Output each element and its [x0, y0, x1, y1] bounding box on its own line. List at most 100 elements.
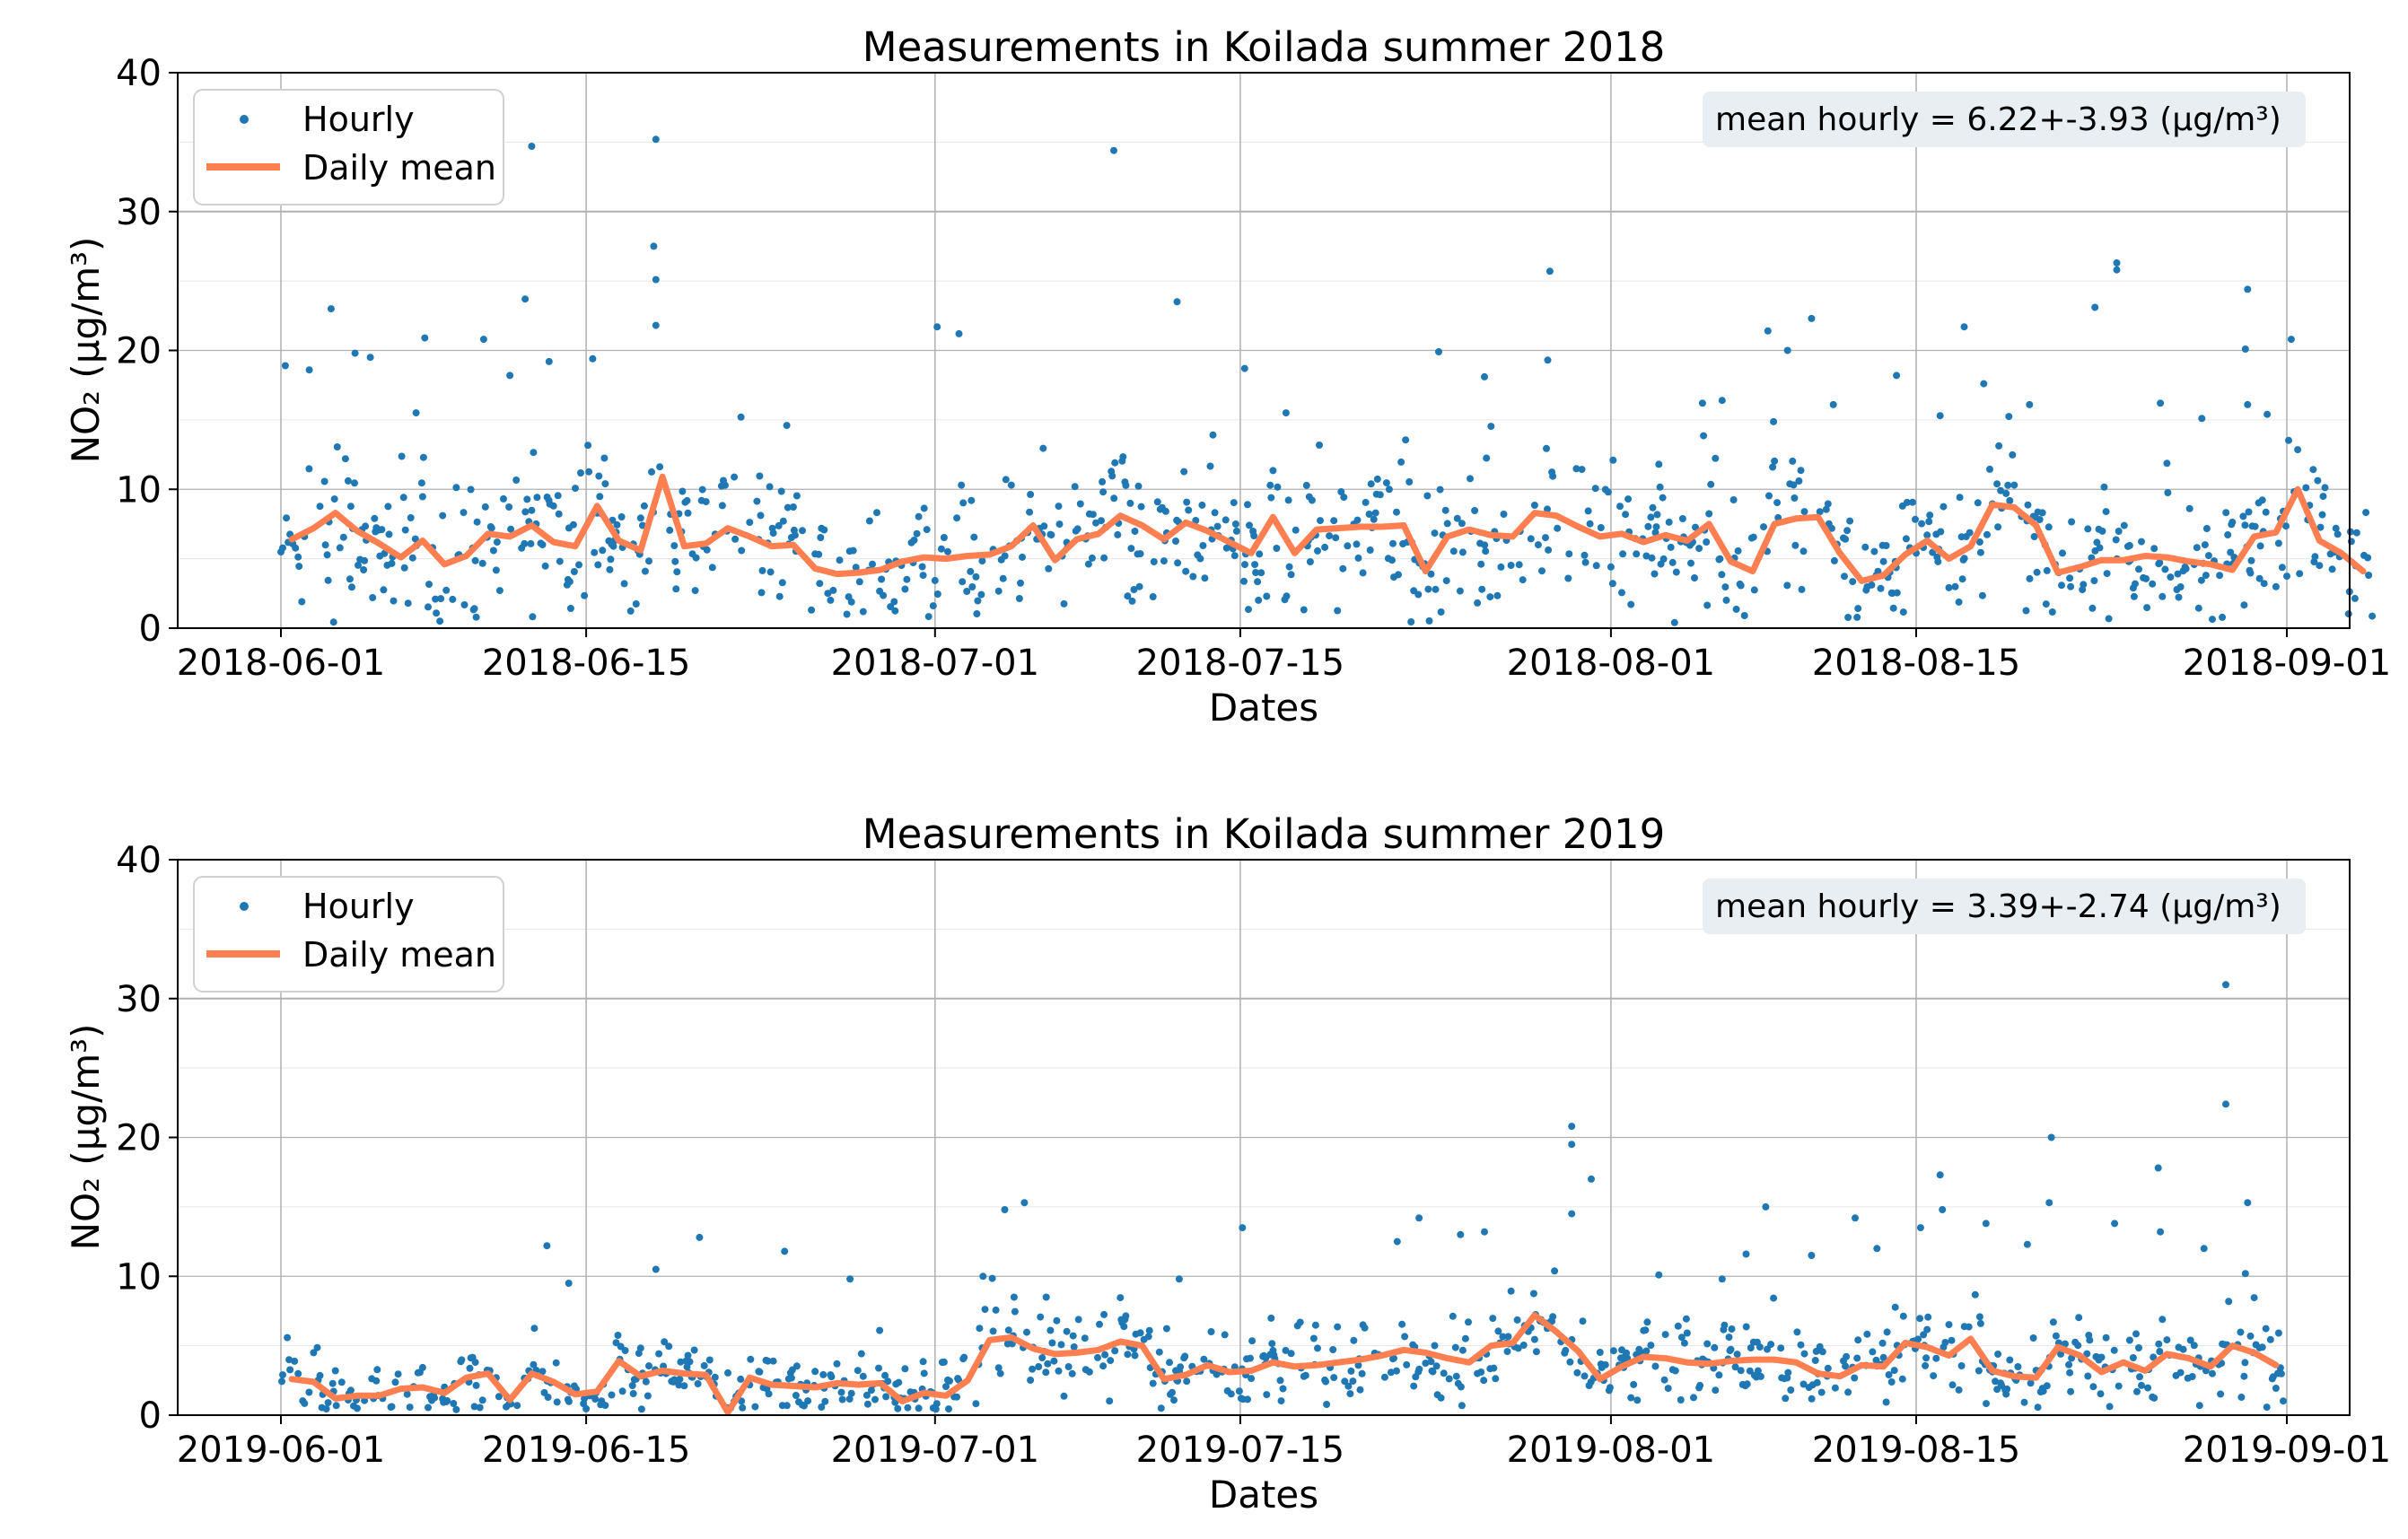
axis-ticks: 0 10 20 30 40 2019-06-01 2019-06-15 2019-07-01 2… [116, 840, 2391, 1471]
hourly-point [1783, 346, 1791, 354]
hourly-point [1110, 146, 1117, 154]
hourly-point [565, 578, 574, 586]
hourly-point [348, 583, 355, 591]
hourly-point [1530, 1335, 1538, 1343]
hourly-point [2263, 1403, 2271, 1412]
hourly-point [1975, 1367, 1983, 1375]
hourly-point [1060, 1392, 1068, 1400]
hourly-point [594, 561, 602, 569]
hourly-point [2093, 538, 2101, 547]
hourly-point [959, 499, 968, 507]
hourly-point [2026, 574, 2034, 582]
hourly-point [577, 469, 584, 477]
hourly-point [787, 1374, 795, 1382]
stat-box: mean hourly = 6.22+-3.93 (μg/m³) [1703, 92, 2306, 147]
hourly-point [953, 1393, 961, 1401]
hourly-point [2227, 548, 2235, 556]
hourly-point [2156, 1348, 2164, 1355]
hourly-point [2003, 1385, 2011, 1393]
hourly-point [328, 1379, 337, 1387]
hourly-point [533, 494, 541, 502]
hourly-point [865, 517, 873, 525]
hourly-point [1769, 463, 1777, 471]
hourly-point [1027, 491, 1035, 498]
hourly-point [493, 538, 501, 547]
hourly-point [1136, 1329, 1144, 1337]
hourly-point [1011, 1307, 1019, 1316]
hourly-point [1478, 585, 1486, 593]
hourly-point [827, 1373, 836, 1381]
hourly-point [1350, 1336, 1358, 1344]
hourly-point [1402, 436, 1410, 444]
hourly-point [1182, 567, 1190, 575]
hourly-point [1490, 1364, 1498, 1372]
hourly-point [1431, 529, 1439, 538]
hourly-point [1347, 1367, 1355, 1375]
hourly-point [337, 1378, 346, 1386]
hourly-point [1500, 511, 1508, 518]
hourly-point [2209, 616, 2216, 624]
hourly-point [2006, 1356, 2014, 1364]
hourly-point [401, 526, 409, 534]
hourly-point [507, 525, 515, 533]
hourly-point [875, 1364, 882, 1372]
hourly-point [1153, 498, 1161, 506]
hourly-point [1920, 1331, 1928, 1339]
hourly-point [489, 547, 497, 555]
hourly-point [1492, 1375, 1500, 1383]
hourly-point [1285, 563, 1293, 571]
hourly-point [1211, 509, 1219, 517]
hourly-point [1445, 1375, 1453, 1383]
hourly-point [2066, 1368, 2074, 1377]
hourly-point [1893, 372, 1901, 380]
hourly-point [336, 544, 344, 552]
hourly-point [1653, 511, 1661, 519]
hourly-point [1263, 1391, 1271, 1399]
hourly-point [963, 588, 971, 595]
hourly-point [994, 587, 1003, 595]
hourly-point [369, 594, 377, 601]
hourly-point [903, 575, 911, 583]
hourly-point [478, 1396, 486, 1404]
hourly-point [1930, 1372, 1938, 1380]
hourly-point [2067, 582, 2075, 590]
hourly-point [1477, 1368, 1485, 1376]
hourly-point [431, 1394, 439, 1402]
hourly-point [1818, 1348, 1826, 1356]
hourly-point [584, 442, 592, 450]
hourly-point [1057, 1341, 1065, 1349]
hourly-point [570, 568, 578, 575]
hourly-point [458, 1356, 466, 1364]
hourly-point [2129, 1354, 2137, 1361]
hourly-point [2167, 573, 2175, 581]
hourly-point [2096, 544, 2104, 552]
hourly-point [1106, 1397, 1114, 1405]
hourly-point [1301, 1371, 1309, 1379]
x-tick-label: 2019-08-15 [1812, 1430, 2020, 1471]
hourly-point [2176, 1368, 2185, 1377]
hourly-point [2278, 564, 2286, 572]
hourly-point [737, 1375, 745, 1383]
hourly-point [857, 1350, 865, 1358]
hourly-point [1045, 564, 1053, 573]
hourly-point [791, 531, 799, 539]
hourly-point [1277, 1397, 1285, 1405]
hourly-point [1068, 1369, 1076, 1377]
hourly-point [933, 590, 941, 598]
hourly-point [521, 295, 530, 303]
hourly-point [1449, 547, 1458, 555]
hourly-point [1443, 520, 1451, 528]
hourly-point [1302, 481, 1310, 489]
hourly-point [575, 561, 582, 569]
hourly-point [351, 479, 358, 487]
hourly-point [1960, 555, 1968, 563]
hourly-point [495, 1393, 503, 1401]
hourly-point [530, 1360, 538, 1368]
hourly-point [1395, 571, 1402, 579]
hourly-point [1924, 1313, 1932, 1321]
hourly-point [2036, 516, 2044, 523]
hourly-point [1483, 454, 1491, 462]
hourly-point [836, 556, 844, 564]
hourly-point [1323, 1401, 1331, 1408]
hourly-point [1393, 1367, 1400, 1375]
